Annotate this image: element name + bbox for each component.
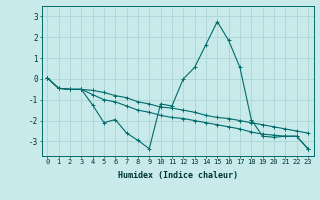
X-axis label: Humidex (Indice chaleur): Humidex (Indice chaleur) [118, 171, 237, 180]
